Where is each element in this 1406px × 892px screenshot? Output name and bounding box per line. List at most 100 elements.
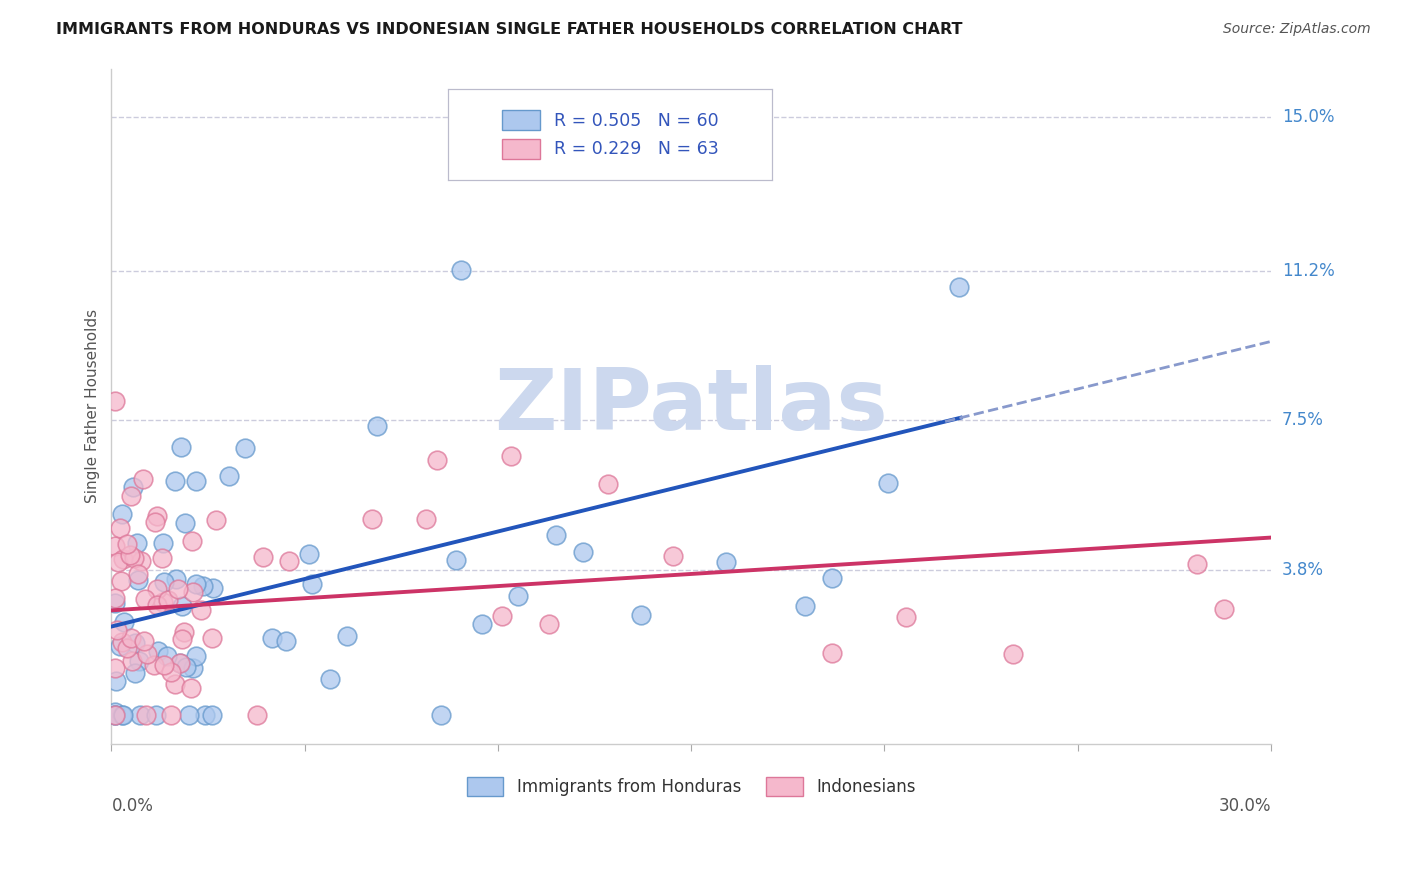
Point xyxy=(172,632,194,646)
Point xyxy=(277,554,299,568)
Point xyxy=(193,579,215,593)
Point xyxy=(184,648,207,663)
Point xyxy=(117,641,139,656)
Point xyxy=(876,476,898,491)
Point xyxy=(181,585,204,599)
Point xyxy=(124,550,146,565)
Point xyxy=(716,556,738,570)
Point xyxy=(104,539,127,553)
Point xyxy=(108,640,131,654)
Point xyxy=(104,596,127,610)
Point xyxy=(153,657,176,672)
Point xyxy=(145,599,167,613)
Point xyxy=(544,528,567,542)
Point xyxy=(630,608,652,623)
Point xyxy=(821,646,844,660)
Text: 15.0%: 15.0% xyxy=(1282,108,1334,126)
Point xyxy=(145,708,167,723)
Point xyxy=(201,708,224,723)
Point xyxy=(127,573,149,587)
Point xyxy=(186,576,208,591)
Point xyxy=(104,661,127,675)
Point xyxy=(134,591,156,606)
Point xyxy=(104,708,127,723)
Point xyxy=(450,263,472,277)
Point xyxy=(948,280,970,294)
Point xyxy=(107,555,129,569)
Point xyxy=(146,582,169,596)
Point xyxy=(105,623,128,637)
Point xyxy=(110,574,132,588)
Point xyxy=(129,554,152,568)
Point xyxy=(262,631,284,645)
Point xyxy=(1001,647,1024,661)
Point xyxy=(319,672,342,686)
Point xyxy=(252,549,274,564)
Point xyxy=(194,708,217,723)
Point xyxy=(180,681,202,695)
Point xyxy=(430,708,453,723)
Point xyxy=(104,708,127,723)
Point xyxy=(169,440,191,454)
Point xyxy=(218,469,240,483)
Point xyxy=(135,647,157,661)
Point xyxy=(415,512,437,526)
Point xyxy=(661,549,683,563)
Point xyxy=(143,658,166,673)
Point xyxy=(894,610,917,624)
Point xyxy=(169,656,191,670)
Point xyxy=(124,665,146,680)
Point xyxy=(166,582,188,596)
Point xyxy=(366,418,388,433)
Point xyxy=(177,708,200,723)
Point xyxy=(181,661,204,675)
Point xyxy=(104,394,127,409)
Point xyxy=(104,591,127,606)
Point xyxy=(117,537,139,551)
Point xyxy=(152,535,174,549)
Point xyxy=(1185,557,1208,571)
Point xyxy=(184,474,207,488)
Point xyxy=(165,572,187,586)
Legend: Immigrants from Honduras, Indonesians: Immigrants from Honduras, Indonesians xyxy=(460,771,922,803)
Point xyxy=(538,616,561,631)
Point xyxy=(174,660,197,674)
Point xyxy=(128,708,150,723)
Point xyxy=(173,624,195,639)
Point xyxy=(169,657,191,671)
Point xyxy=(112,708,135,723)
Point xyxy=(104,708,127,723)
Text: IMMIGRANTS FROM HONDURAS VS INDONESIAN SINGLE FATHER HOUSEHOLDS CORRELATION CHAR: IMMIGRANTS FROM HONDURAS VS INDONESIAN S… xyxy=(56,22,963,37)
Point xyxy=(1213,602,1236,616)
Point xyxy=(361,511,384,525)
Text: 0.0%: 0.0% xyxy=(111,797,153,814)
Point xyxy=(298,547,321,561)
Point xyxy=(160,708,183,723)
Point xyxy=(127,535,149,549)
Text: ZIPatlas: ZIPatlas xyxy=(495,365,889,448)
Point xyxy=(163,474,186,488)
Point xyxy=(156,648,179,663)
Point xyxy=(499,449,522,463)
Point xyxy=(132,472,155,486)
Text: 7.5%: 7.5% xyxy=(1282,411,1324,429)
Point xyxy=(128,654,150,668)
Point xyxy=(150,550,173,565)
Point xyxy=(110,708,132,723)
Point xyxy=(301,577,323,591)
Point xyxy=(572,545,595,559)
Point xyxy=(426,453,449,467)
Text: 30.0%: 30.0% xyxy=(1219,797,1271,814)
Point xyxy=(170,599,193,613)
Point xyxy=(274,633,297,648)
Point xyxy=(821,571,844,585)
Point xyxy=(124,636,146,650)
Point xyxy=(506,589,529,603)
Point xyxy=(121,631,143,645)
Point xyxy=(246,708,269,723)
Point xyxy=(111,635,134,649)
Point xyxy=(181,534,204,549)
Point xyxy=(127,566,149,581)
Point xyxy=(598,477,620,491)
Point xyxy=(104,705,127,719)
